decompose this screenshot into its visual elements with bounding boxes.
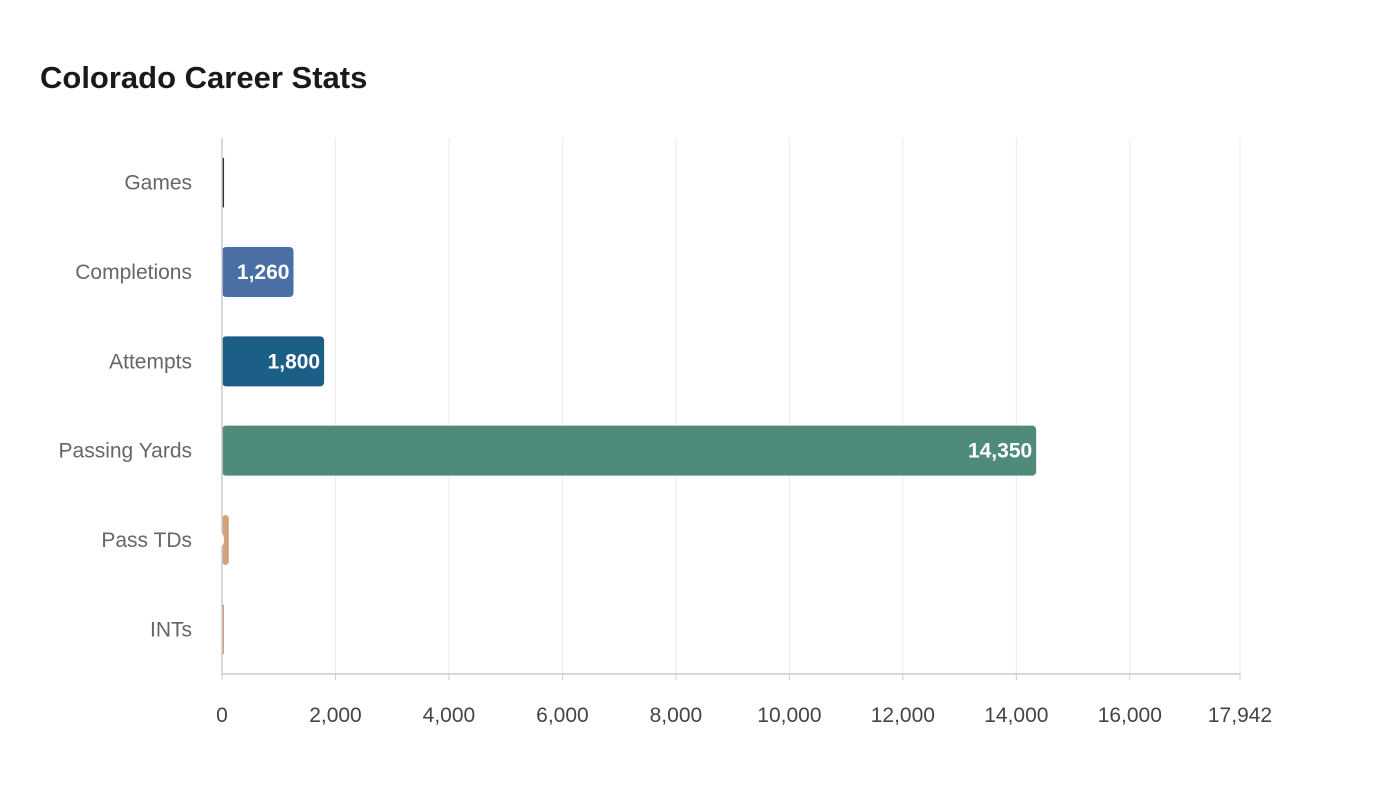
x-tick-label: 16,000 (1098, 704, 1162, 727)
label-layer: 0 2,000 4,000 6,000 8,000 10,000 12,000 14,000 1… (59, 172, 1273, 727)
x-tick-label: 17,942 (1208, 704, 1272, 727)
bar (222, 425, 1037, 476)
category-label: Games (124, 172, 192, 195)
data-label: 36 (197, 172, 220, 195)
category-label: Attempts (109, 350, 192, 373)
x-tick-label: 6,000 (536, 704, 589, 727)
bar (222, 336, 325, 387)
x-tick-label: 0 (216, 704, 228, 727)
chart-title: Colorado Career Stats (40, 60, 368, 95)
x-tick-label: 2,000 (309, 704, 362, 727)
category-label: INTs (150, 618, 192, 641)
x-tick-label: 12,000 (871, 704, 935, 727)
axis-layer (221, 138, 1241, 680)
category-label: Completions (75, 261, 192, 284)
x-tick-label: 10,000 (757, 704, 821, 727)
data-label: 1,800 (268, 350, 321, 373)
bar (222, 515, 229, 565)
x-tick-label: 4,000 (423, 704, 476, 727)
data-label: 30 (197, 618, 220, 641)
bar-layer (222, 157, 1037, 655)
x-tick-label: 14,000 (984, 704, 1048, 727)
data-label: 120 (190, 529, 225, 552)
grid-layer (334, 138, 1241, 674)
data-label: 1,260 (237, 261, 290, 284)
category-label: Passing Yards (59, 440, 192, 463)
data-label: 14,350 (968, 440, 1032, 463)
category-label: Pass TDs (101, 529, 192, 552)
bar (222, 247, 294, 297)
x-tick-label: 8,000 (650, 704, 703, 727)
